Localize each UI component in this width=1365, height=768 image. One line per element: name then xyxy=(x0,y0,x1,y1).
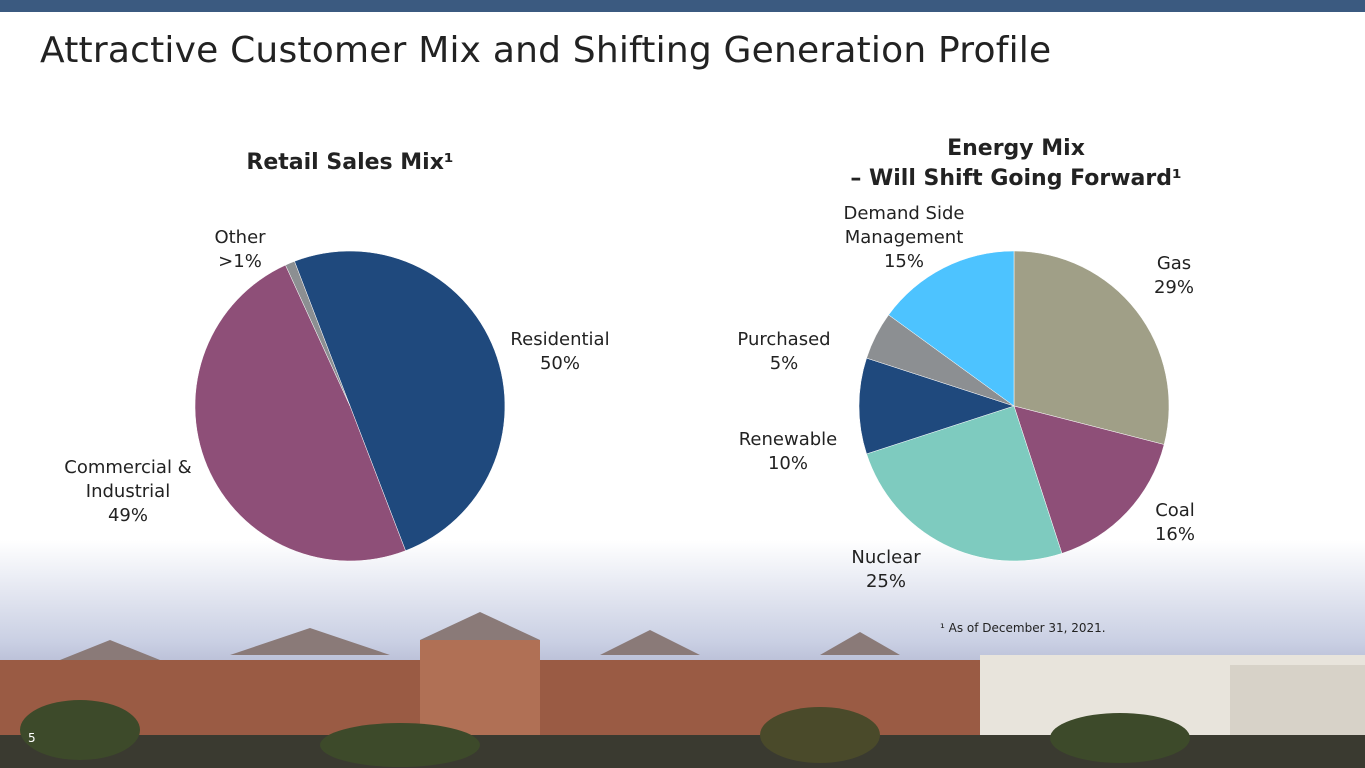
chart-subtitle: – Will Shift Going Forward¹ xyxy=(850,166,1182,191)
pie-slice xyxy=(294,250,506,552)
page-number: 5 xyxy=(28,731,36,745)
chart-title-text: Retail Sales Mix¹ xyxy=(246,150,454,175)
slice-label: Coal 16% xyxy=(1135,499,1215,547)
pie-slice xyxy=(858,357,1015,455)
slice-label: Demand Side Management 15% xyxy=(824,202,984,274)
chart-title: Retail Sales Mix¹ xyxy=(100,148,600,178)
slice-label: Nuclear 25% xyxy=(836,546,936,594)
slice-label: Other >1% xyxy=(200,226,280,274)
value-label: 10% xyxy=(767,453,808,474)
value-label: 50% xyxy=(539,353,580,374)
value-label: 29% xyxy=(1153,277,1194,298)
slice-label: Commercial & Industrial 49% xyxy=(58,456,198,528)
footnote: ¹ As of December 31, 2021. xyxy=(940,621,1106,635)
pie-slice xyxy=(866,405,1063,562)
category-label: Nuclear xyxy=(851,547,921,568)
value-label: 49% xyxy=(107,505,148,526)
top-bar xyxy=(0,0,1365,12)
value-label: 16% xyxy=(1154,524,1195,545)
category-label: Residential xyxy=(510,329,610,350)
pie-slice xyxy=(1013,405,1165,554)
pie-slice xyxy=(194,264,406,562)
category-label: Renewable xyxy=(738,429,838,450)
slice-label: Residential 50% xyxy=(495,328,625,376)
category-label: Commercial & Industrial xyxy=(64,457,192,502)
category-label: Other xyxy=(214,227,266,248)
category-label: Coal xyxy=(1155,500,1195,521)
pie-slice xyxy=(888,250,1015,407)
value-label: 5% xyxy=(769,353,799,374)
pie-slice xyxy=(285,260,351,407)
chart-title-text: Energy Mix xyxy=(947,136,1085,161)
pie-slice xyxy=(1013,250,1170,445)
value-label: 15% xyxy=(883,251,924,272)
page-title: Attractive Customer Mix and Shifting Gen… xyxy=(40,30,1052,71)
category-label: Purchased xyxy=(737,329,831,350)
chart-title: Energy Mix – Will Shift Going Forward¹ xyxy=(766,134,1266,194)
category-label: Demand Side Management xyxy=(843,203,965,248)
value-label: >1% xyxy=(218,251,262,272)
buildings xyxy=(0,612,1365,768)
value-label: 25% xyxy=(865,571,906,592)
slice-label: Purchased 5% xyxy=(719,328,849,376)
slice-label: Gas 29% xyxy=(1134,252,1214,300)
category-label: Gas xyxy=(1156,253,1192,274)
slice-label: Renewable 10% xyxy=(723,428,853,476)
